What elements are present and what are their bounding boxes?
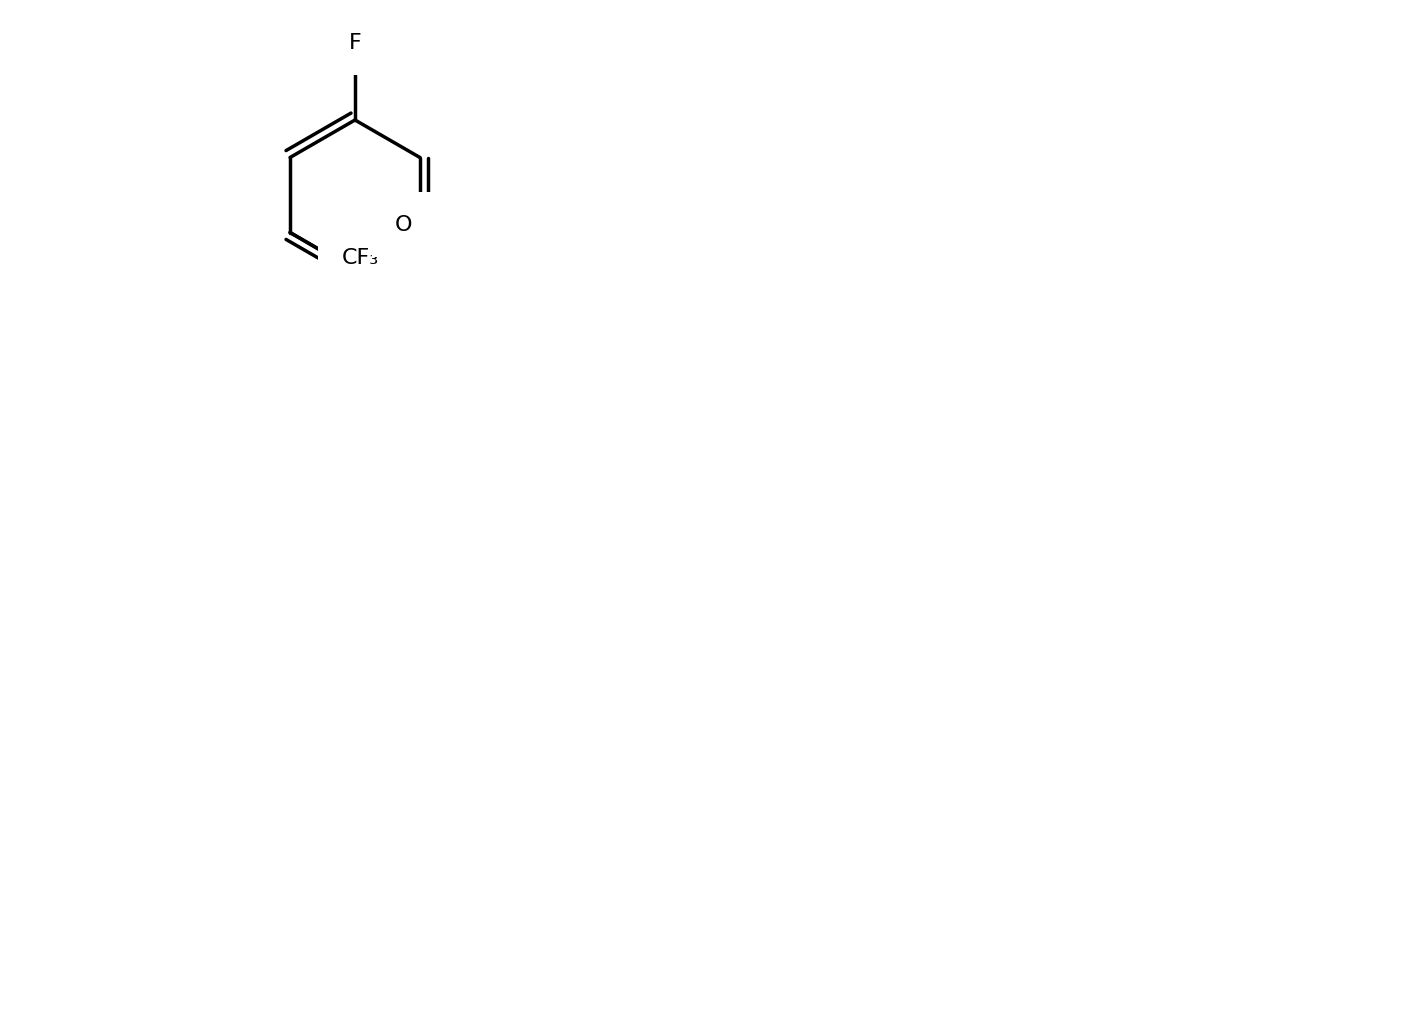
Text: CF₃: CF₃ <box>341 247 379 267</box>
Text: F: F <box>364 262 376 283</box>
Text: O: O <box>395 215 412 235</box>
Text: F: F <box>348 33 361 53</box>
Text: F: F <box>348 233 361 252</box>
Text: F: F <box>341 250 354 271</box>
